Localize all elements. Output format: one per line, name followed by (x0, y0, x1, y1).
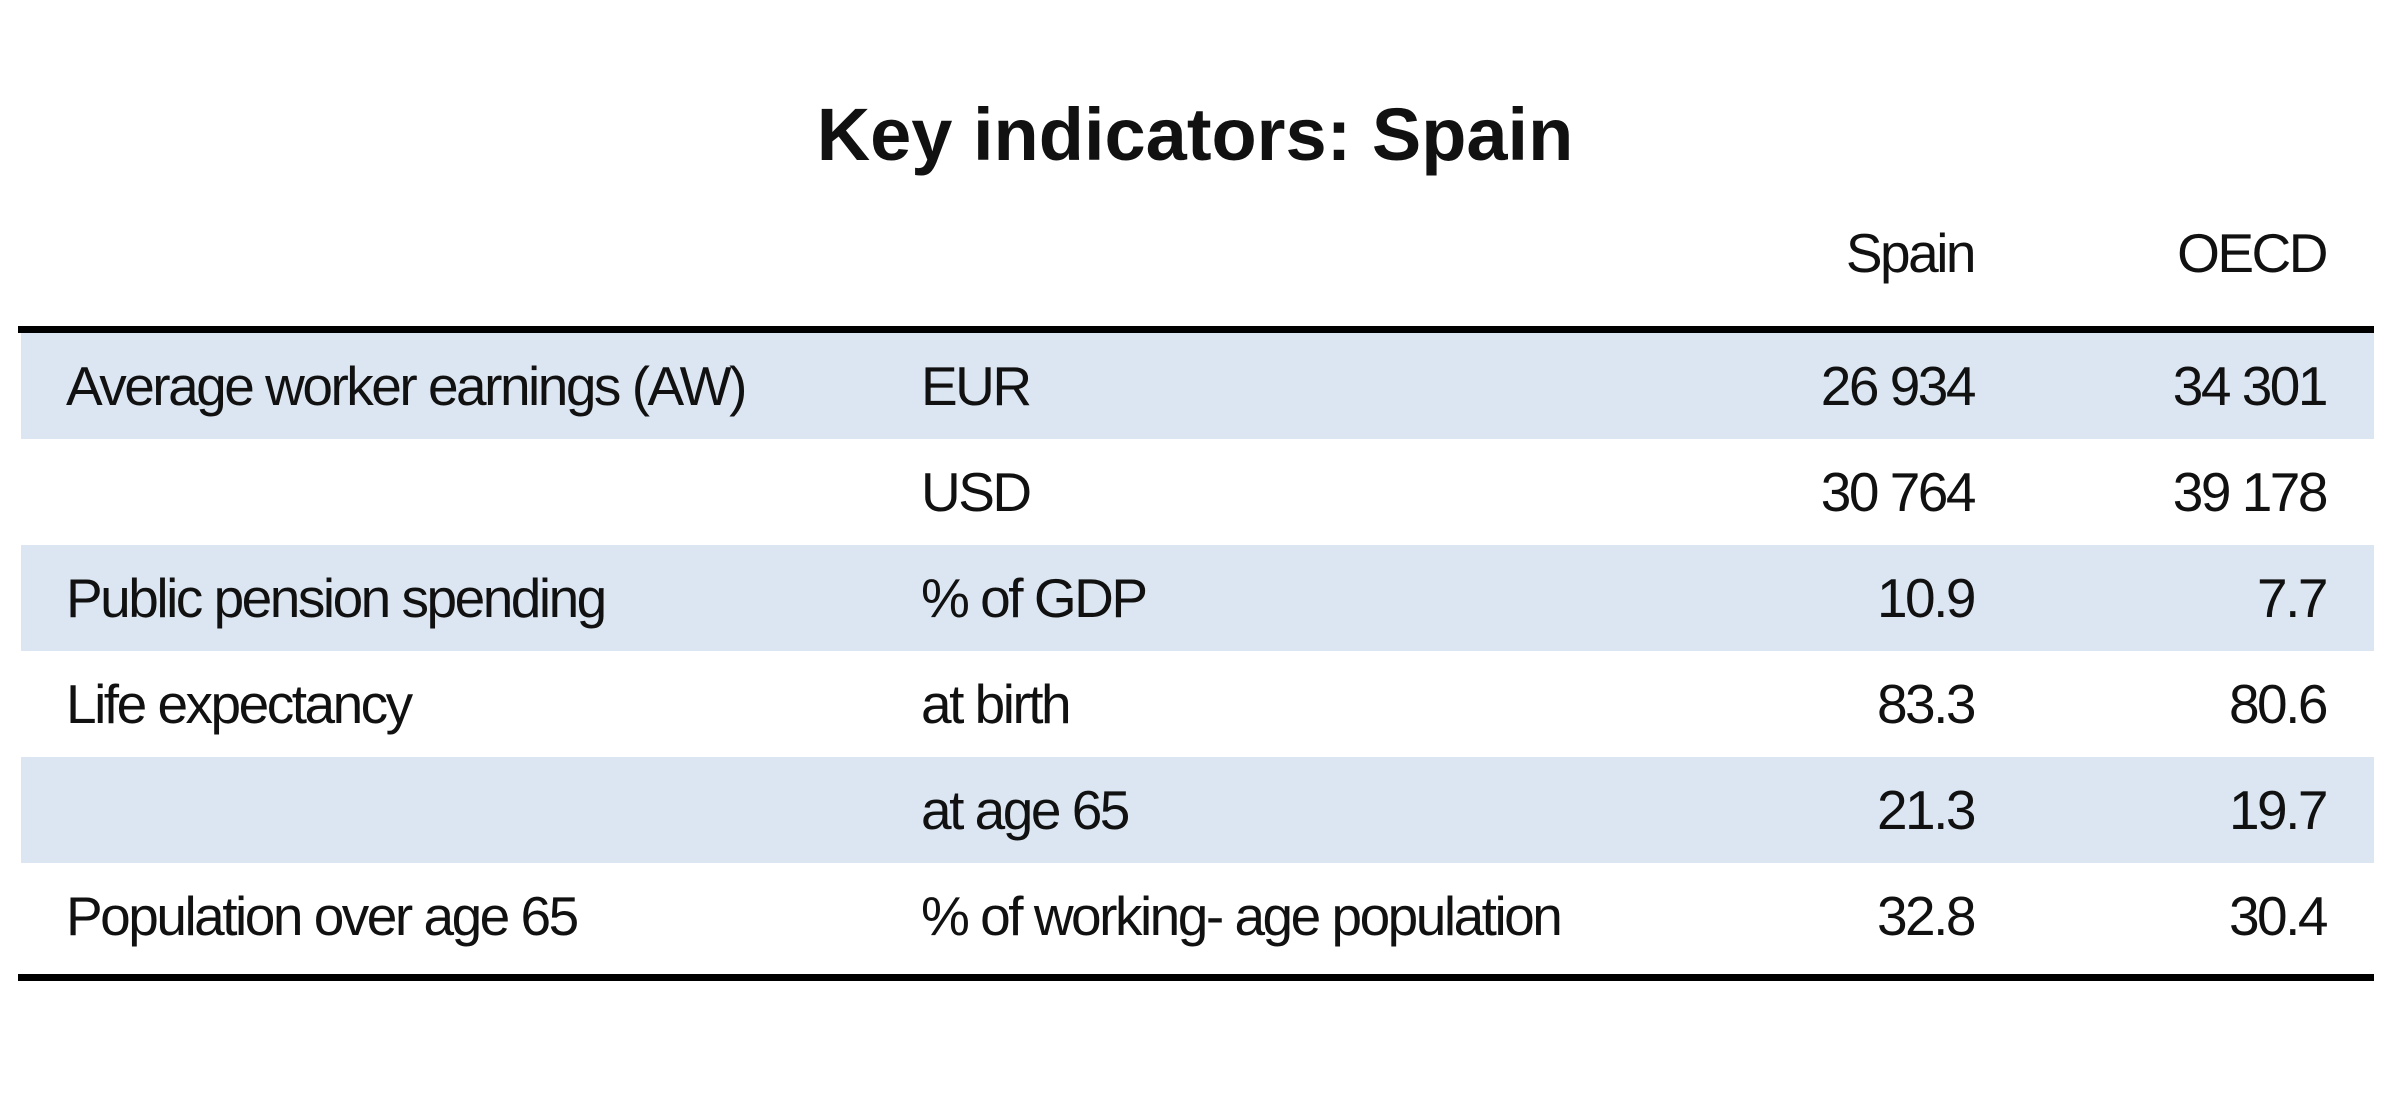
oecd-value: 30.4 (2228, 885, 2329, 947)
title: Key indicators: Spain (816, 93, 1574, 176)
top-rule (18, 326, 2374, 333)
row-shading (21, 757, 2374, 863)
spain-value: 30 764 (1820, 461, 1977, 523)
row-label: Public pension spending (66, 567, 607, 629)
oecd-value: 39 178 (2172, 461, 2329, 523)
oecd-value: 34 301 (2172, 355, 2329, 417)
unit: EUR (921, 355, 1032, 417)
row-label: Population over age 65 (66, 885, 579, 947)
spain-value: 10.9 (1876, 567, 1977, 629)
bottom-rule (18, 974, 2374, 981)
unit: % of working- age population (921, 885, 1563, 947)
spain-value: 32.8 (1876, 885, 1977, 947)
spain-value: 83.3 (1876, 673, 1977, 735)
spain-value: 26 934 (1820, 355, 1977, 417)
oecd-value: 19.7 (2228, 779, 2329, 841)
oecd-value: 7.7 (2257, 567, 2328, 629)
row-label: Life expectancy (66, 673, 413, 735)
unit: % of GDP (921, 567, 1148, 629)
oecd-value: 80.6 (2228, 673, 2329, 735)
unit: at birth (921, 673, 1072, 735)
unit: USD (921, 461, 1032, 523)
row-shading (21, 545, 2374, 651)
row-label: Average worker earnings (AW) (66, 355, 747, 417)
row-shading (21, 333, 2374, 439)
column-header: OECD (2177, 222, 2328, 284)
column-header: Spain (1845, 222, 1977, 284)
unit: at age 65 (921, 779, 1130, 841)
spain-value: 21.3 (1876, 779, 1977, 841)
